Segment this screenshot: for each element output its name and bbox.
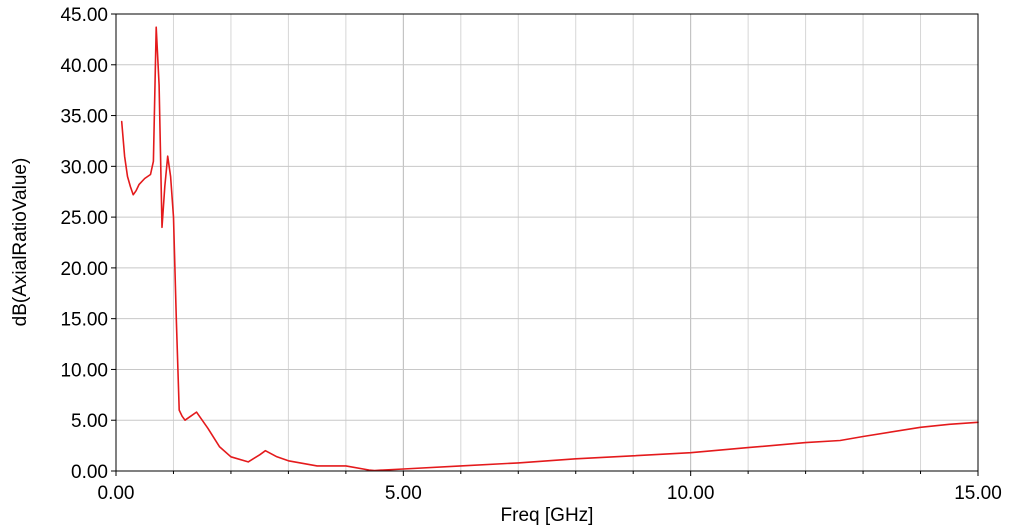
y-tick-label: 45.00 <box>60 5 108 26</box>
y-tick-label: 30.00 <box>60 157 108 178</box>
series-layer <box>120 26 979 472</box>
y-tick-label: 20.00 <box>60 259 108 280</box>
y-tick-label: 35.00 <box>60 107 108 128</box>
y-tick-label: 5.00 <box>71 411 108 432</box>
x-tick-label: 5.00 <box>385 483 422 504</box>
x-tick-label: 10.00 <box>667 483 715 504</box>
y-tick-label: 0.00 <box>71 462 108 483</box>
y-tick-label: 15.00 <box>60 310 108 331</box>
y-tick-label: 10.00 <box>60 360 108 381</box>
series-line-0 <box>120 26 979 472</box>
x-axis-ticks: 0.00 5.00 10.00 15.00 <box>98 471 1002 504</box>
y-axis-label: dB(AxialRatioValue) <box>10 158 31 327</box>
x-tick-label: 15.00 <box>954 483 1002 504</box>
x-tick-label: 0.00 <box>98 483 135 504</box>
y-tick-label: 25.00 <box>60 208 108 229</box>
x-axis-label: Freq [GHz] <box>501 505 594 526</box>
grid <box>116 14 978 471</box>
y-tick-label: 40.00 <box>60 56 108 77</box>
y-axis-ticks: 0.00 5.00 10.00 15.00 20.00 25.00 30.00 35.00 40… <box>60 5 116 483</box>
plot-frame <box>115 13 979 472</box>
plot-background <box>116 14 978 471</box>
